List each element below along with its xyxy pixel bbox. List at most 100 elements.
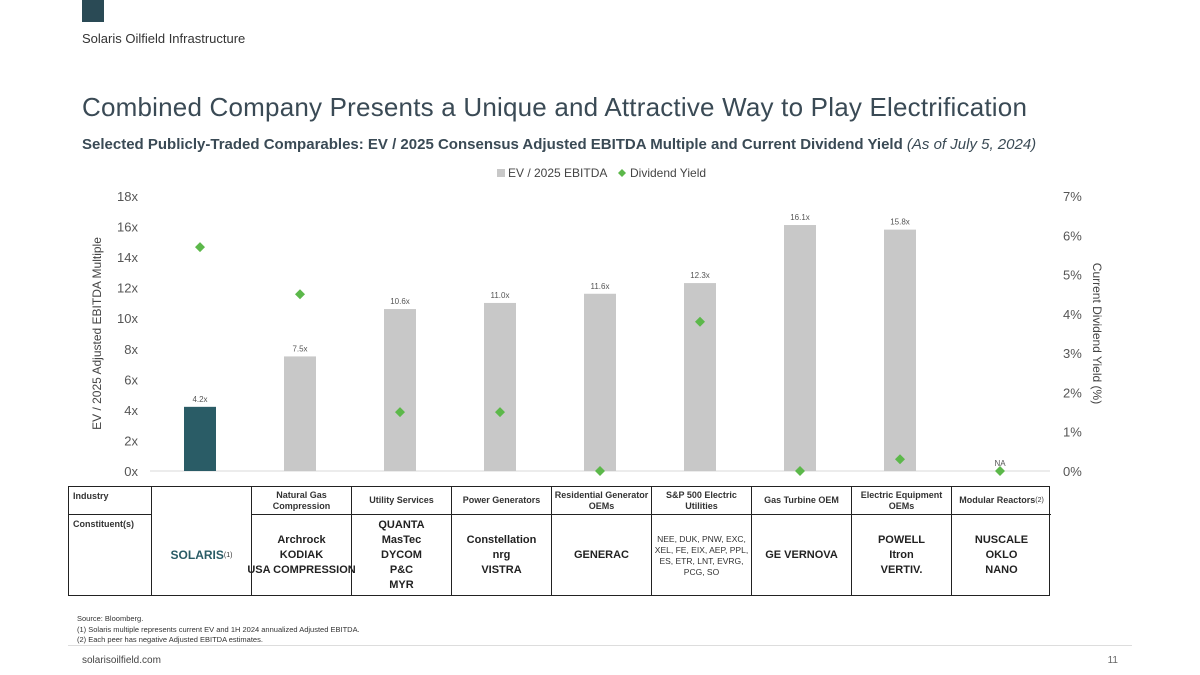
yield-point-6 <box>795 466 805 476</box>
industry-header-2: Power Generators <box>452 487 552 515</box>
legend-diamond-swatch <box>618 169 626 177</box>
industry-header-3: Residential Generator OEMs <box>552 487 652 515</box>
company-name: Solaris Oilfield Infrastructure <box>82 31 246 46</box>
industry-header-7: Modular Reactors (2) <box>952 487 1051 515</box>
y-right-tick: 7% <box>1063 189 1082 204</box>
solaris-logo: SOLARIS <box>170 548 224 562</box>
constituent-logo: QUANTA <box>378 519 425 531</box>
constituent-logo: Constellation <box>466 534 537 546</box>
yield-point-4 <box>595 466 605 476</box>
constituent-logo: Itron <box>889 549 914 561</box>
legend-diamond-label: Dividend Yield <box>630 166 706 180</box>
industry-header-5: Gas Turbine OEM <box>752 487 852 515</box>
constituent-label: Constituent(s) <box>69 515 152 596</box>
comparables-chart: EV / 2025 EBITDA Dividend Yield 0x 2x 4x 6x 8x… <box>90 166 1104 479</box>
footnotes: Source: Bloomberg. (1) Solaris multiple … <box>77 614 360 646</box>
bar-2 <box>384 309 416 471</box>
y-right-title: Current Dividend Yield (%) <box>1090 263 1104 404</box>
constituent-logo: VERTIV. <box>880 564 923 576</box>
y-left-tick: 10x <box>117 311 138 326</box>
y-right-tick: 3% <box>1063 346 1082 361</box>
y-left-tick: 8x <box>124 342 138 357</box>
constituent-logo: P&C <box>389 564 414 576</box>
y-right-tick: 6% <box>1063 228 1082 243</box>
y-right-tick: 4% <box>1063 307 1082 322</box>
yield-point-3 <box>495 407 505 418</box>
note-2: (2) Each peer has negative Adjusted EBIT… <box>77 635 263 644</box>
yield-point-8 <box>995 466 1005 476</box>
constituent-logo: MasTec <box>381 534 422 546</box>
y-right-tick: 5% <box>1063 268 1082 283</box>
constituents-5: GE VERNOVA <box>752 515 852 596</box>
constituents-0: Archrock KODIAK USA COMPRESSION <box>247 515 356 596</box>
bar-label-2: 10.6x <box>390 297 410 306</box>
bar-0 <box>184 406 216 471</box>
bar-6 <box>784 225 816 471</box>
page-title: Combined Company Presents a Unique and A… <box>82 92 1028 122</box>
reactor-footnote: (2) <box>1035 497 1044 504</box>
y-right-tick: 0% <box>1063 464 1082 479</box>
bar-1 <box>284 356 316 471</box>
bar-label-5: 12.3x <box>690 271 710 280</box>
constituent-logo: GENERAC <box>573 549 629 561</box>
constituent-logo: nrg <box>492 549 511 561</box>
constituents-4: NEE, DUK, PNW, EXC, XEL, FE, EIX, AEP, P… <box>652 515 752 596</box>
yield-point-2 <box>395 407 405 418</box>
bar-7 <box>884 229 916 471</box>
y-left-tick: 2x <box>124 433 138 448</box>
constituents-6: POWELL Itron VERTIV. <box>852 515 952 596</box>
constituent-logo: KODIAK <box>279 549 324 561</box>
industry-header-0: Natural Gas Compression <box>252 487 352 515</box>
page-subtitle: Selected Publicly-Traded Comparables: EV… <box>82 136 1037 153</box>
constituent-logo: Archrock <box>277 534 326 546</box>
constituent-logo: GE VERNOVA <box>765 549 838 561</box>
y-left-tick: 12x <box>117 281 138 296</box>
y-left-tick: 18x <box>117 189 138 204</box>
legend-bar-swatch <box>497 169 505 177</box>
y-left-title: EV / 2025 Adjusted EBITDA Multiple <box>90 237 104 430</box>
industry-label: Industry <box>69 487 152 515</box>
bar-label-3: 11.0x <box>491 291 510 300</box>
yield-point-5 <box>695 316 705 327</box>
constituent-logo: MYR <box>389 579 414 591</box>
constituent-logo: OKLO <box>985 549 1018 561</box>
constituent-logo: VISTRA <box>481 564 522 576</box>
bar-3 <box>484 302 516 471</box>
y-left-tick: 6x <box>124 372 138 387</box>
constituents-7: NUSCALE OKLO NANO <box>952 515 1051 596</box>
y-left-tick: 16x <box>117 220 138 235</box>
industry-header-4: S&P 500 Electric Utilities <box>652 487 752 515</box>
constituent-logo: NANO <box>985 564 1018 576</box>
constituent-logo: NUSCALE <box>974 534 1029 546</box>
bar-label-4: 11.6x <box>591 282 610 291</box>
constituents-3: GENERAC <box>552 515 652 596</box>
bar-label-8: NA <box>994 459 1006 468</box>
constituents-1: QUANTA MasTec DYCOM P&C MYR <box>352 515 452 596</box>
bar-label-1: 7.5x <box>292 344 307 353</box>
constituent-logo: DYCOM <box>381 549 422 561</box>
industry-header-1: Utility Services <box>352 487 452 515</box>
solaris-logo-cell: SOLARIS (1) <box>152 515 252 596</box>
page-number: 11 <box>1107 655 1118 666</box>
yield-point-1 <box>295 289 305 300</box>
bar-4 <box>584 293 616 471</box>
constituents-2: Constellation nrg VISTRA <box>452 515 552 596</box>
bar-label-0: 4.2x <box>192 395 207 404</box>
note-source: Source: Bloomberg. <box>77 614 144 623</box>
company-logo <box>82 0 104 22</box>
constituent-logo: POWELL <box>877 534 926 546</box>
constituent-logo: USA COMPRESSION <box>247 564 356 576</box>
y-left-tick: 14x <box>117 250 138 265</box>
yield-point-7 <box>895 454 905 465</box>
industry-header-6: Electric Equipment OEMs <box>852 487 952 515</box>
y-left-tick: 0x <box>124 464 138 479</box>
bar-label-7: 15.8x <box>890 218 910 227</box>
footer-site[interactable]: solarisoilfield.com <box>82 655 161 666</box>
y-left-tick: 4x <box>124 403 138 418</box>
legend-bar-label: EV / 2025 EBITDA <box>508 166 607 180</box>
yield-point-0 <box>195 242 205 253</box>
y-right-tick: 1% <box>1063 425 1082 440</box>
note-1: (1) Solaris multiple represents current … <box>77 624 360 634</box>
bar-label-6: 16.1x <box>790 213 810 222</box>
bar-5 <box>684 283 716 471</box>
